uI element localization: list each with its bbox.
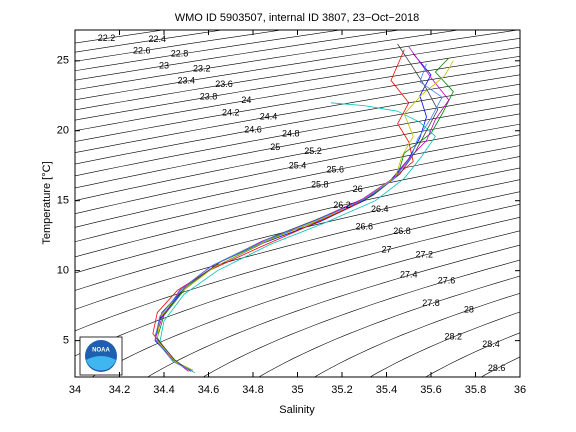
contour-label: 23.8	[200, 91, 218, 101]
contour-label: 28.6	[488, 363, 506, 373]
contour-label: 22.2	[98, 33, 116, 43]
density-contour	[369, 311, 520, 377]
contour-label: 26.8	[393, 226, 411, 236]
density-contour	[202, 259, 520, 377]
contour-label: 23.2	[193, 64, 211, 74]
x-tick-label: 35	[291, 384, 303, 396]
contour-label: 26	[353, 184, 363, 194]
x-tick-label: 34.4	[153, 384, 174, 396]
density-contour	[75, 134, 520, 228]
contour-label: 24	[241, 95, 251, 105]
density-contour	[75, 145, 520, 243]
density-contour	[75, 30, 520, 101]
logo-text: NOAA	[92, 348, 110, 354]
density-contour	[75, 203, 520, 332]
x-tick-label: 35.6	[420, 384, 441, 396]
contour-label: 26.6	[355, 221, 373, 231]
x-tick-label: 34	[69, 384, 81, 396]
x-axis-label: Salinity	[279, 404, 315, 416]
density-contour	[75, 216, 520, 357]
contour-label: 25.2	[304, 146, 322, 156]
contour-label: 25	[270, 142, 280, 152]
profile-line	[159, 102, 436, 374]
y-axis-label: Temperature [°C]	[41, 161, 53, 244]
density-contour	[75, 30, 461, 91]
x-tick-label: 34.2	[109, 384, 130, 396]
x-tick-label: 35.2	[331, 384, 352, 396]
contour-label: 27	[381, 244, 391, 254]
contour-label: 27.6	[438, 275, 456, 285]
profile-line	[152, 49, 414, 369]
density-contour	[75, 167, 520, 274]
density-contour	[75, 30, 402, 81]
x-tick-label: 35.4	[376, 384, 397, 396]
density-contour	[313, 292, 520, 377]
density-contour	[147, 244, 520, 377]
density-contour	[75, 65, 520, 142]
contour-label: 24.2	[222, 108, 240, 118]
density-contour	[75, 179, 520, 291]
contour-label: 28	[464, 304, 474, 314]
contour-label: 25.8	[311, 180, 329, 190]
contour-label: 22.6	[133, 45, 151, 55]
contour-label: 23	[159, 60, 169, 70]
contour-label: 28.2	[444, 331, 462, 341]
y-tick-label: 10	[57, 265, 69, 277]
contour-label: 26.2	[333, 200, 351, 210]
chart-title: WMO ID 5903507, internal ID 3807, 23−Oct…	[175, 12, 420, 24]
contour-label: 23.6	[215, 79, 233, 89]
contour-label: 24.8	[282, 128, 300, 138]
contour-label: 24.6	[244, 125, 262, 135]
contour-label: 25.4	[289, 160, 307, 170]
y-tick-label: 15	[57, 195, 69, 207]
contour-label: 23.4	[177, 76, 195, 86]
profile-line	[154, 63, 443, 372]
density-contour	[75, 123, 520, 215]
logo-wave	[86, 356, 116, 371]
x-tick-label: 34.6	[198, 384, 219, 396]
density-contour	[75, 38, 520, 111]
density-contour	[75, 55, 520, 132]
profile-line	[154, 53, 432, 372]
contour-label: 24.4	[260, 111, 278, 121]
contour-label: 22.4	[149, 34, 167, 44]
density-contour	[75, 191, 520, 310]
contours	[75, 30, 520, 377]
y-tick-label: 5	[63, 335, 69, 347]
contour-label: 26.4	[371, 204, 389, 214]
y-tick-label: 25	[57, 55, 69, 67]
contour-label: 27.4	[400, 270, 418, 280]
contour-label: 22.8	[171, 49, 189, 59]
logo: NOAA	[79, 336, 123, 376]
profiles	[152, 43, 454, 374]
x-tick-label: 35.8	[465, 384, 486, 396]
contour-labels: 22.2 22.422.6 22.823 23.2 23.4 23.6 23.8 2424.2…	[98, 33, 506, 373]
contour-label: 28.4	[482, 339, 500, 349]
x-tick-label: 36	[514, 384, 526, 396]
plot-area	[75, 30, 520, 377]
contour-label: 27.2	[416, 250, 434, 260]
density-contour	[75, 46, 520, 121]
density-contour	[91, 230, 520, 377]
contour-label: 25.6	[327, 164, 345, 174]
x-tick-label: 34.8	[242, 384, 263, 396]
density-contour	[258, 275, 520, 377]
density-contour	[75, 156, 520, 258]
density-contour	[75, 74, 520, 153]
contour-label: 27.8	[422, 298, 440, 308]
y-tick-label: 20	[57, 125, 69, 137]
